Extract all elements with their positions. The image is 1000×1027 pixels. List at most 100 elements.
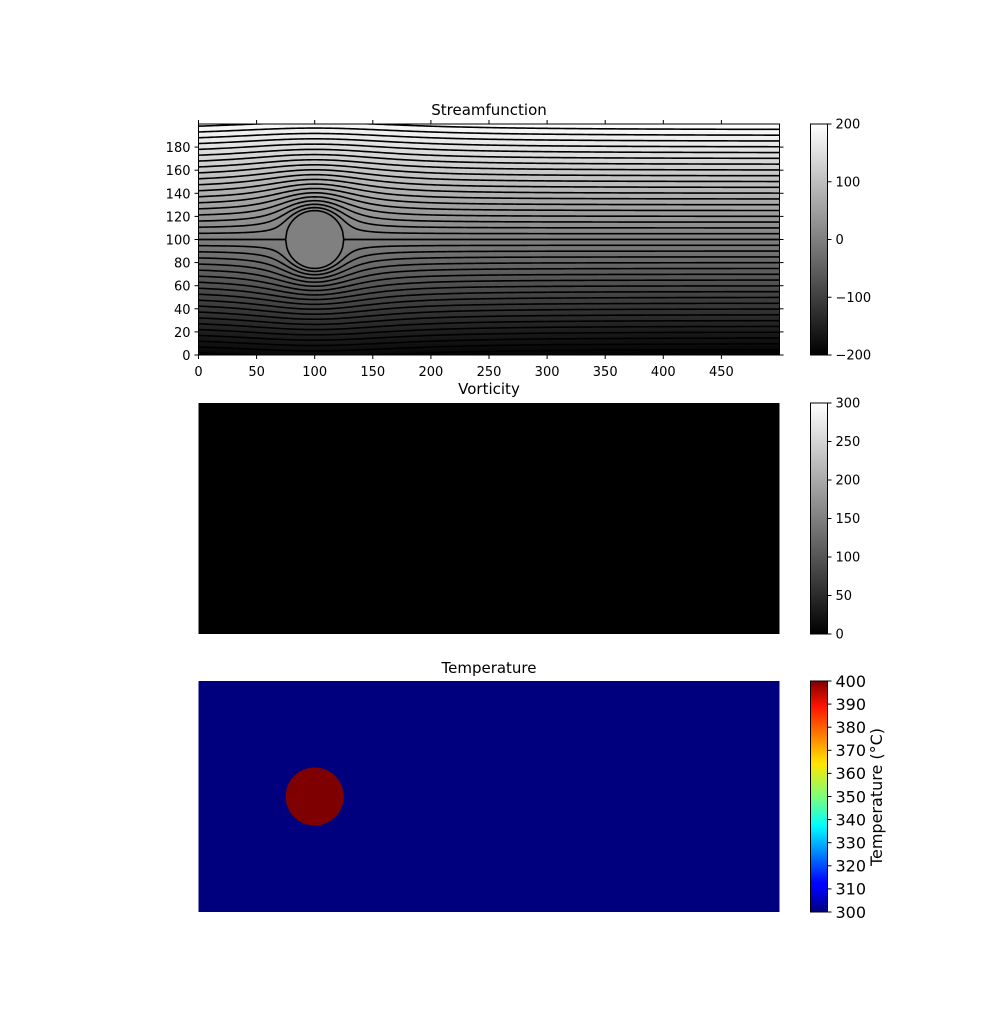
streamfunction-cell bbox=[372, 163, 380, 167]
streamfunction-cell bbox=[303, 144, 310, 148]
streamfunction-cell bbox=[384, 216, 391, 220]
streamfunction-cell bbox=[332, 260, 339, 264]
streamfunction-cell bbox=[390, 197, 397, 201]
streamfunction-cell bbox=[268, 301, 275, 305]
streamfunction-cell bbox=[262, 130, 269, 134]
streamfunction-cell bbox=[425, 181, 432, 185]
streamfunction-cell bbox=[430, 239, 438, 243]
streamfunction-cell bbox=[483, 188, 490, 192]
streamfunction-cell bbox=[477, 135, 484, 139]
streamfunction-cell bbox=[349, 304, 356, 308]
streamfunction-cell bbox=[221, 209, 229, 213]
streamfunction-cell bbox=[274, 156, 281, 160]
streamfunction-cell bbox=[454, 204, 461, 208]
streamfunction-cell bbox=[401, 313, 409, 317]
streamfunction-cell bbox=[390, 271, 397, 275]
streamfunction-cell bbox=[297, 246, 304, 250]
streamfunction-cell bbox=[297, 165, 304, 169]
streamfunction-cell bbox=[355, 179, 362, 183]
streamfunction-cell bbox=[361, 276, 368, 280]
streamfunction-cell bbox=[262, 186, 269, 190]
streamfunction-cell bbox=[483, 234, 490, 238]
streamfunction-cell bbox=[401, 202, 409, 206]
streamfunction-cell bbox=[303, 135, 310, 139]
streamfunction-cell bbox=[332, 320, 339, 324]
streamfunction-cell bbox=[215, 260, 223, 264]
streamfunction-cell bbox=[210, 304, 217, 308]
streamfunction-cell bbox=[349, 227, 356, 231]
streamfunction-cell bbox=[198, 237, 205, 241]
streamfunction-cell bbox=[413, 267, 420, 271]
streamfunction-cell bbox=[198, 223, 205, 227]
streamfunction-cell bbox=[326, 246, 333, 250]
streamfunction-cell bbox=[244, 202, 252, 206]
streamfunction-cell bbox=[442, 211, 449, 215]
streamfunction-cell bbox=[471, 352, 478, 355]
streamfunction-cell bbox=[227, 177, 234, 181]
streamfunction-cell bbox=[262, 311, 269, 315]
streamfunction-cell bbox=[465, 230, 473, 234]
streamfunction-cell bbox=[448, 297, 455, 301]
streamfunction-cell bbox=[198, 350, 205, 354]
streamfunction-cell bbox=[337, 144, 345, 148]
streamfunction-cell bbox=[221, 292, 229, 296]
streamfunction-cell bbox=[303, 239, 310, 243]
streamfunction-cell bbox=[483, 211, 490, 215]
streamfunction-cell bbox=[483, 271, 490, 275]
streamfunction-cell bbox=[349, 207, 356, 211]
streamfunction-cell bbox=[343, 167, 351, 171]
streamfunction-cell bbox=[268, 135, 275, 139]
streamfunction-cell bbox=[303, 181, 310, 185]
streamfunction-cell bbox=[436, 241, 444, 245]
streamfunction-cell bbox=[239, 177, 246, 181]
streamfunction-cell bbox=[274, 147, 281, 151]
streamfunction-cell bbox=[314, 320, 322, 324]
streamfunction-cell bbox=[320, 350, 327, 354]
streamfunction-cell bbox=[332, 313, 339, 317]
streamfunction-cell bbox=[407, 315, 415, 319]
streamfunction-cell bbox=[274, 174, 281, 178]
streamfunction-cell bbox=[308, 225, 316, 229]
streamfunction-cell bbox=[454, 246, 461, 250]
streamfunction-cell bbox=[471, 128, 478, 132]
streamfunction-cell bbox=[442, 324, 449, 328]
streamfunction-cell bbox=[210, 126, 217, 130]
streamfunction-cell bbox=[396, 290, 403, 294]
streamfunction-cell bbox=[361, 290, 368, 294]
streamfunction-cell bbox=[256, 151, 264, 155]
streamfunction-cell bbox=[250, 200, 258, 204]
streamfunction-cell bbox=[221, 345, 229, 349]
streamfunction-cell bbox=[355, 234, 362, 238]
streamfunction-cell bbox=[471, 283, 478, 287]
streamfunction-cell bbox=[303, 133, 310, 137]
streamfunction-cell bbox=[297, 177, 304, 181]
streamfunction-cell bbox=[308, 292, 316, 296]
streamfunction-cell bbox=[308, 135, 316, 139]
streamfunction-cell bbox=[465, 292, 473, 296]
streamfunction-cell bbox=[448, 241, 455, 245]
streamfunction-cell bbox=[355, 140, 362, 144]
streamfunction-cell bbox=[285, 237, 293, 241]
streamfunction-cell bbox=[256, 197, 264, 201]
streamfunction-cell bbox=[396, 267, 403, 271]
streamfunction-cell bbox=[390, 230, 397, 234]
streamfunction-cell bbox=[366, 311, 374, 315]
streamfunction-cell bbox=[221, 207, 229, 211]
streamfunction-cell bbox=[262, 140, 269, 144]
streamfunction-cell bbox=[355, 126, 362, 130]
streamfunction-cell bbox=[459, 246, 467, 250]
streamfunction-cell bbox=[337, 130, 345, 134]
streamfunction-cell bbox=[465, 294, 473, 298]
streamfunction-cell bbox=[384, 246, 391, 250]
streamfunction-cell bbox=[372, 281, 380, 284]
streamfunction-cell bbox=[279, 260, 287, 264]
streamfunction-cell bbox=[471, 156, 478, 160]
streamfunction-cell bbox=[430, 204, 438, 208]
streamfunction-cell bbox=[396, 292, 403, 296]
streamfunction-cell bbox=[430, 260, 438, 264]
streamfunction-cell bbox=[320, 204, 327, 208]
streamfunction-cell bbox=[413, 204, 420, 208]
streamfunction-cell bbox=[459, 251, 467, 254]
streamfunction-cell bbox=[465, 154, 473, 157]
streamfunction-cell bbox=[332, 274, 339, 278]
